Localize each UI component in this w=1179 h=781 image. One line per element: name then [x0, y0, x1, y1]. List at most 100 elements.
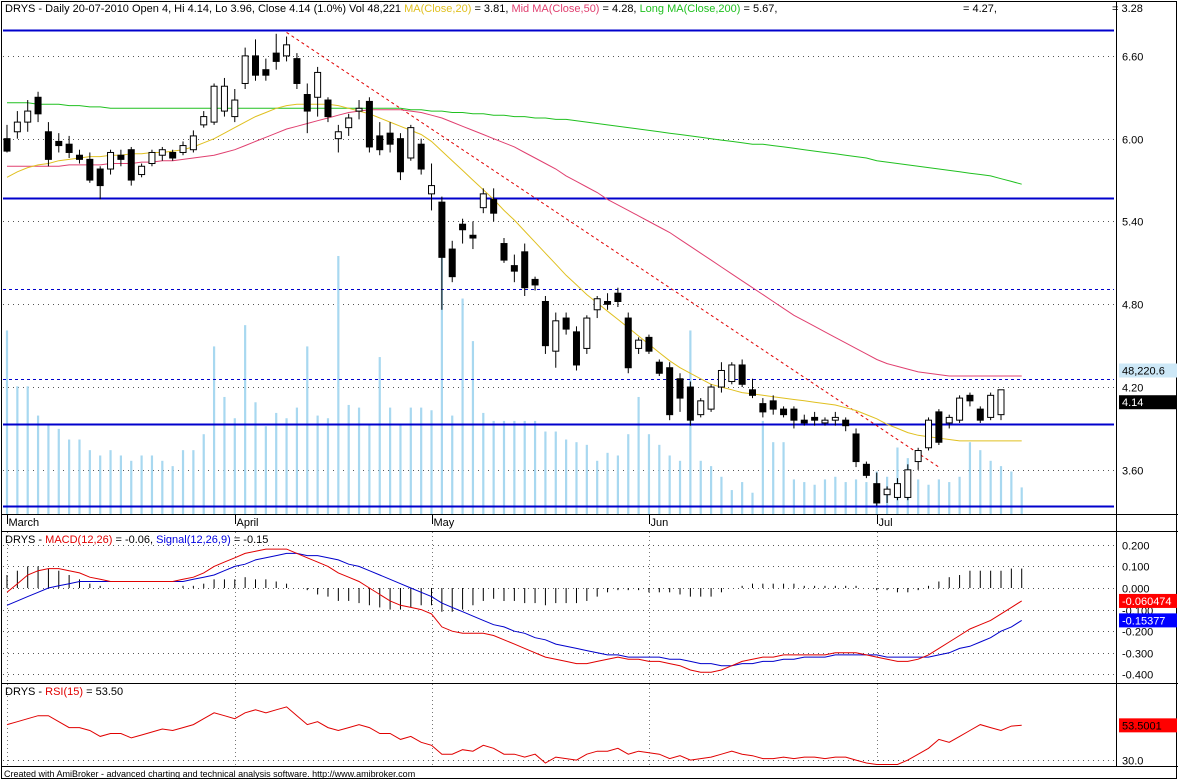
ma200-line	[7, 102, 1022, 185]
rsi-y-axis: 30.0	[1122, 756, 1143, 768]
volume-bar	[606, 452, 609, 514]
volume-bar	[181, 450, 185, 514]
candle-down	[438, 201, 446, 258]
volume-bar	[109, 450, 112, 514]
candle-down	[65, 143, 73, 153]
volume-bar	[357, 407, 361, 514]
candle-down	[490, 198, 498, 214]
rsi-value: = 53.50	[86, 686, 123, 698]
candle-up	[334, 131, 342, 140]
volume-bar	[958, 476, 961, 514]
volume-bar	[865, 482, 868, 514]
volume-bar	[68, 439, 71, 514]
x-tick-label: March	[9, 517, 40, 529]
support-resistance-lines	[3, 29, 1114, 508]
candle-down	[34, 96, 42, 115]
candle-down	[614, 292, 622, 302]
candle-down	[417, 143, 425, 170]
ma20-label: MA(Close,20)	[404, 3, 471, 15]
volume-bar	[741, 482, 744, 514]
volume-bar	[492, 420, 495, 514]
price-tick-label: 6.60	[1122, 52, 1143, 64]
candle-up	[552, 320, 560, 352]
volume-bar	[378, 357, 381, 514]
footer-credit: Created with AmiBroker - advanced charti…	[4, 769, 415, 779]
volume-bar	[647, 434, 651, 514]
candle-down	[976, 408, 984, 421]
candle-up	[904, 469, 912, 498]
candle-down	[293, 58, 301, 84]
candle-down	[44, 131, 52, 160]
candle-down	[386, 132, 394, 145]
volume-bar	[948, 482, 951, 514]
price-header-text: Daily 20-07-2010 Open 4, Hi 4.14, Lo 3.9…	[45, 3, 401, 15]
volume-bar	[792, 479, 796, 514]
volume-bar	[430, 410, 433, 514]
macd-tick-label: -0.300	[1122, 649, 1153, 661]
candle-down	[272, 52, 280, 62]
volume-bar	[99, 455, 102, 514]
volume-bar	[544, 431, 547, 514]
volume-bar	[409, 407, 412, 514]
volume-bar	[803, 482, 806, 514]
signal-label: Signal(12,26,9)	[156, 534, 231, 546]
price-tick-label: 4.20	[1122, 383, 1143, 395]
volume-bar	[761, 420, 764, 514]
volume-bar	[254, 402, 257, 514]
price-y-axis: 6.60 6.00 5.40 4.80 4.20 3.60	[1122, 52, 1143, 478]
macd-header: DRYS - MACD(12,26) = -0.06, Signal(12,26…	[5, 534, 268, 546]
candle-down	[127, 149, 135, 181]
candle-up	[200, 116, 208, 126]
candle-down	[169, 151, 177, 159]
price-tick-label: 3.60	[1122, 466, 1143, 478]
candle-up	[707, 386, 715, 410]
volume-bar	[523, 420, 526, 514]
candle-up	[728, 364, 736, 383]
volume-bar	[575, 442, 578, 514]
candle-down	[541, 300, 549, 347]
volume-bar	[140, 455, 143, 514]
volume-bar	[88, 450, 91, 514]
ma50-value: = 4.28,	[603, 3, 637, 15]
volume-bar	[57, 428, 60, 514]
volume-bar	[513, 420, 516, 514]
rsi-header-symbol: DRYS	[5, 686, 35, 698]
candle-up	[189, 135, 197, 151]
candle-up	[428, 185, 436, 195]
volume-bar	[627, 434, 630, 514]
candle-down	[811, 416, 819, 421]
volume-bar	[264, 426, 267, 514]
candle-up	[138, 165, 146, 176]
volume-bar	[637, 396, 640, 514]
moving-average-lines	[6, 102, 1022, 442]
volume-bar	[244, 325, 247, 514]
volume-bar	[678, 460, 682, 514]
volume-bar	[1010, 471, 1013, 514]
macd-tick-label: 0.200	[1122, 541, 1150, 553]
candle-down	[769, 400, 777, 410]
candle-up	[231, 99, 239, 118]
volume-bar	[844, 482, 847, 514]
ma200-label: Long MA(Close,200)	[640, 3, 741, 15]
candle-up	[635, 339, 643, 349]
volume-bar	[937, 479, 940, 514]
ma20-line	[6, 103, 1022, 442]
candle-up	[893, 483, 901, 498]
macd-tick-label: 0.100	[1122, 562, 1150, 574]
candle-down	[604, 300, 612, 305]
candle-down	[738, 364, 746, 385]
volume-bar	[823, 479, 827, 514]
candle-down	[396, 138, 404, 173]
date-x-axis: March April May Jun Jul	[7, 515, 893, 766]
volume-bar	[834, 476, 837, 514]
value-badge-text: 4.14	[1122, 397, 1143, 409]
volume-bars	[5, 253, 1023, 515]
candle-down	[376, 135, 384, 151]
candle-up	[148, 151, 156, 165]
volume-bar	[554, 431, 557, 514]
volume-bar	[119, 455, 122, 514]
candle-up	[593, 298, 601, 311]
volume-bar	[399, 423, 402, 514]
candle-up	[107, 151, 115, 170]
